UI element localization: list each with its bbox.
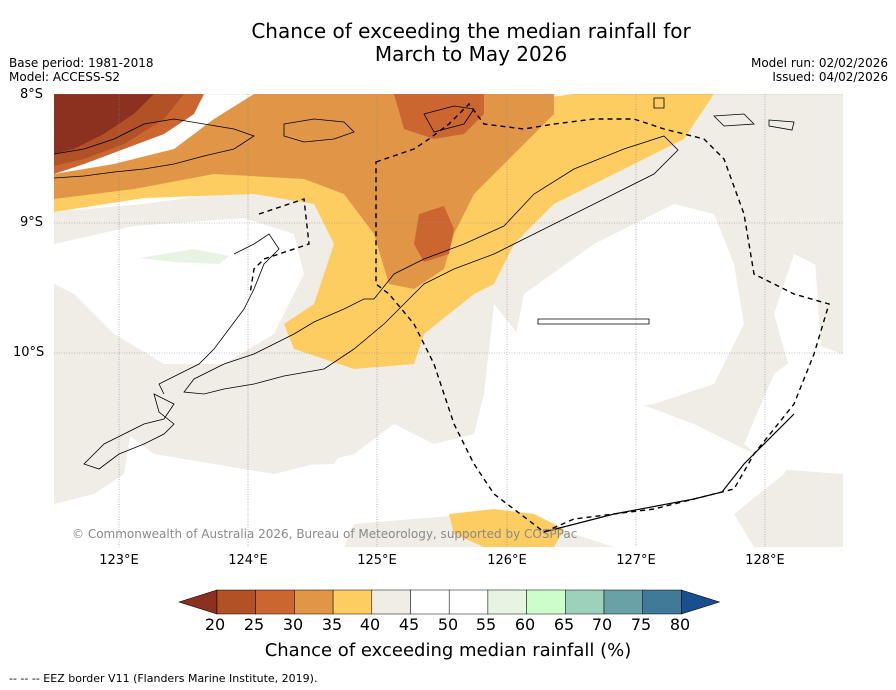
cb-tick-65: 65 [553,615,575,634]
darkest-region [54,94,154,154]
colorbar-segment [448,589,489,615]
east-island-small [768,119,795,131]
cb-tick-40: 40 [359,615,381,634]
colorbar-segment [332,589,373,615]
model-run-label: Model run: 02/02/2026 [750,56,888,70]
lon-label-125e: 125°E [357,553,397,568]
colorbar-label: Chance of exceeding median rainfall (%) [264,640,632,661]
lat-label-9s: 9°S [20,215,44,230]
white-patch-se [744,344,843,474]
wetar-coastline [423,105,475,133]
colorbar-segment [255,589,295,615]
cb-tick-60: 60 [514,615,536,634]
gridlines [54,94,843,547]
colorbar-high-arrow [681,589,720,615]
map-title-line-1: Chance of exceeding the median rainfall … [251,19,691,43]
white-patch-west [54,218,304,364]
cb-tick-30: 30 [282,615,304,634]
colorbar-segment [216,589,256,615]
lon-label-127e: 127°E [616,553,656,568]
colorbar-segment [526,589,566,615]
colorbar-low-arrow [178,589,218,615]
cb-tick-75: 75 [630,615,652,634]
colorbar-segment [565,589,605,615]
neutral-band-left [54,294,134,504]
cb-tick-25: 25 [243,615,265,634]
lon-label-123e: 123°E [99,553,139,568]
cb-tick-80: 80 [669,615,691,634]
white-patch-east [514,204,744,414]
map-title-line-2: March to May 2026 [374,42,568,66]
green-patch-55-60 [140,249,229,264]
base-period-label: Base period: 1981-2018 [9,56,154,70]
dark-orange-centre [414,206,454,262]
colorbar-segment [294,589,334,615]
leti-island [537,318,650,325]
colorbar-segment [603,589,643,615]
dark-orange-north [394,94,484,139]
flores-coastline [54,118,255,179]
cb-tick-50: 50 [437,615,459,634]
alor-coastline [283,118,355,143]
timor-coastline [183,135,679,395]
eez-solid-segment [543,413,795,533]
eez-border [249,198,310,295]
issued-label: Issued: 04/02/2026 [772,70,888,84]
lat-label-10s: 10°S [13,345,45,360]
cb-tick-55: 55 [475,615,497,634]
neutral-band-south [204,394,354,466]
coastlines [54,97,795,470]
cb-tick-20: 20 [204,615,226,634]
west-timor-islands [83,393,175,470]
west-coast-detail [158,233,280,395]
eez-legend-note: -- -- -- EEZ border V11 (Flanders Marine… [9,672,318,685]
north-island [653,97,665,109]
copyright-notice: © Commonwealth of Australia 2026, Bureau… [72,527,578,541]
lon-label-124e: 124°E [228,553,268,568]
model-label: Model: ACCESS-S2 [9,70,121,84]
cb-tick-35: 35 [321,615,343,634]
east-islands [713,113,755,127]
colorbar [178,589,720,615]
lon-label-126e: 126°E [487,553,527,568]
light-orange-south [449,509,564,547]
lon-label-128e: 128°E [745,553,785,568]
cb-tick-70: 70 [591,615,613,634]
colorbar-segment [371,589,411,615]
cb-tick-45: 45 [398,615,420,634]
eez-border-main [375,102,830,533]
colorbar-segment [487,589,527,615]
lat-label-8s: 8°S [20,87,44,102]
rainfall-map [54,94,843,547]
colorbar-segment [642,589,682,615]
colorbar-segment [410,589,450,615]
